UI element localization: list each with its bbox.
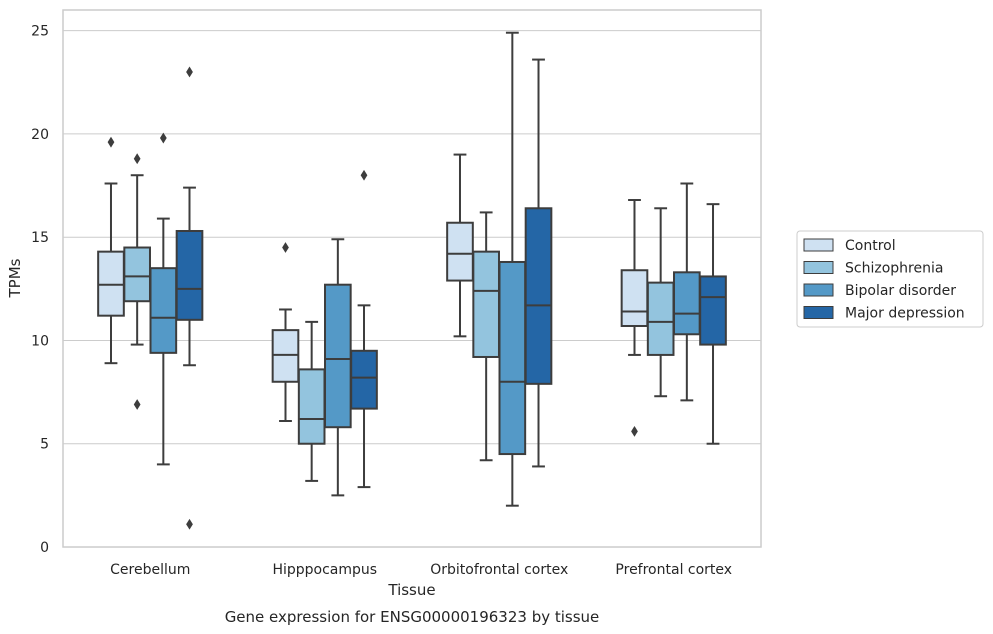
legend-frame bbox=[796, 230, 984, 328]
x-tick-label: Orbitofrontal cortex bbox=[430, 562, 568, 578]
outlier-point bbox=[282, 242, 289, 253]
outlier-point bbox=[186, 518, 193, 530]
box bbox=[646, 281, 675, 356]
box bbox=[149, 267, 178, 354]
outlier-point bbox=[360, 169, 368, 181]
legend-swatch bbox=[803, 306, 834, 319]
legend: Control Schizophrenia Bipolar disorder Majo… bbox=[796, 230, 984, 328]
chart-caption: Gene expression for ENSG00000196323 by t… bbox=[225, 608, 600, 626]
box bbox=[498, 260, 527, 456]
outlier-point bbox=[107, 136, 115, 148]
series-schizophrenia bbox=[123, 153, 675, 482]
box bbox=[620, 269, 649, 328]
plot-frame bbox=[62, 9, 762, 548]
box bbox=[123, 246, 151, 303]
box bbox=[175, 229, 204, 321]
y-axis-ticks: 0 5 10 15 20 25 bbox=[31, 24, 49, 556]
outlier-point bbox=[186, 66, 193, 78]
y-tick-label: 25 bbox=[31, 24, 49, 40]
series-bipolar-disorder bbox=[149, 31, 701, 507]
box bbox=[673, 271, 701, 336]
y-tick-label: 20 bbox=[31, 127, 49, 143]
x-tick-label: Prefrontal cortex bbox=[615, 562, 732, 578]
box bbox=[524, 207, 553, 385]
legend-swatch bbox=[803, 283, 834, 297]
box bbox=[699, 275, 727, 346]
y-tick-label: 10 bbox=[31, 333, 49, 349]
x-tick-label: Hipppocampus bbox=[272, 562, 377, 578]
legend-label: Major depression bbox=[845, 306, 965, 322]
legend-label: Control bbox=[845, 238, 896, 254]
box bbox=[472, 250, 500, 358]
legend-label: Bipolar disorder bbox=[845, 283, 956, 299]
box-plot-series bbox=[97, 31, 727, 530]
legend-label: Schizophrenia bbox=[845, 261, 943, 277]
outlier-point bbox=[133, 153, 141, 165]
box bbox=[324, 283, 352, 429]
outlier-point bbox=[133, 399, 141, 410]
gridlines bbox=[63, 30, 761, 445]
outlier-point bbox=[159, 132, 167, 144]
legend-swatch bbox=[803, 261, 834, 274]
box bbox=[97, 250, 125, 317]
box bbox=[297, 368, 326, 445]
y-tick-label: 15 bbox=[31, 230, 49, 246]
series-major-depression bbox=[175, 58, 727, 530]
y-axis-label: TPMs bbox=[6, 258, 24, 298]
x-axis-ticks: Cerebellum Hipppocampus Orbitofrontal cort… bbox=[110, 562, 732, 578]
box bbox=[350, 349, 378, 410]
y-tick-label: 0 bbox=[40, 540, 49, 556]
x-axis-label: Tissue bbox=[387, 581, 435, 599]
outlier-point bbox=[631, 425, 638, 437]
y-tick-label: 5 bbox=[40, 437, 49, 453]
box bbox=[446, 221, 474, 282]
legend-swatch bbox=[803, 238, 834, 252]
box bbox=[271, 329, 300, 383]
x-tick-label: Cerebellum bbox=[110, 562, 190, 578]
